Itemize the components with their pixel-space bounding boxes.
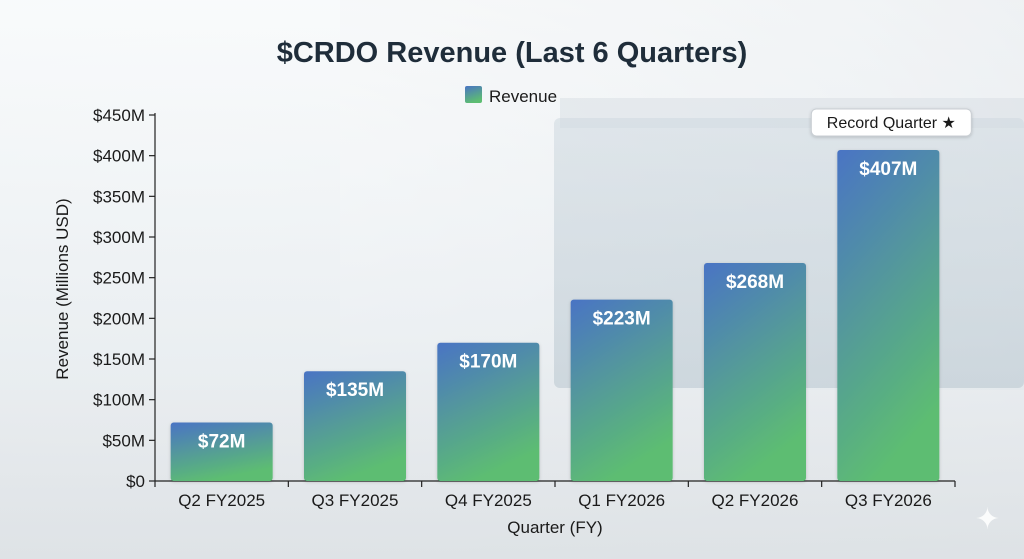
bar bbox=[437, 342, 540, 481]
y-tick-label: $150M bbox=[93, 350, 145, 369]
bar bbox=[170, 422, 273, 481]
y-tick-label: $450M bbox=[93, 106, 145, 125]
bar bbox=[704, 263, 806, 481]
x-tick-label: Q4 FY2025 bbox=[445, 491, 532, 510]
bar-data-label: $135M bbox=[326, 380, 384, 401]
x-tick-label: Q3 FY2025 bbox=[312, 491, 399, 510]
legend-swatch bbox=[465, 86, 482, 103]
x-tick-label: Q2 FY2026 bbox=[712, 491, 799, 510]
bar bbox=[570, 299, 673, 481]
x-axis: Q2 FY2025 Q3 FY2025 Q4 FY2025 Q1 FY2026 Q2 F… bbox=[154, 480, 956, 510]
sparkle-icon: ✦ bbox=[974, 503, 1000, 536]
y-tick-label: $100M bbox=[93, 391, 145, 410]
y-tick-label: $0 bbox=[126, 472, 145, 491]
y-axis: $0 $50M $100M $150M $200M $250M $300M $350M $400… bbox=[93, 106, 156, 491]
y-tick-label: $400M bbox=[93, 147, 145, 166]
y-tick-label: $250M bbox=[93, 269, 145, 288]
legend-label: Revenue bbox=[489, 87, 557, 106]
x-tick-label: Q3 FY2026 bbox=[845, 491, 932, 510]
y-tick-label: $50M bbox=[102, 431, 145, 450]
bar-data-label: $170M bbox=[459, 352, 517, 373]
bar-data-label: $72M bbox=[198, 431, 246, 452]
y-axis-title: Revenue (Millions USD) bbox=[53, 198, 72, 379]
y-tick-label: $300M bbox=[93, 228, 145, 247]
y-tick-label: $200M bbox=[93, 309, 145, 328]
record-quarter-annotation: Record Quarter ★ bbox=[810, 108, 972, 137]
bar bbox=[837, 149, 940, 481]
bars: $72M $135M $170M $223M $268M $407M bbox=[170, 149, 940, 481]
bar bbox=[304, 371, 406, 481]
chart-title: $CRDO Revenue (Last 6 Quarters) bbox=[277, 37, 748, 69]
x-axis-title: Quarter (FY) bbox=[507, 518, 602, 537]
background-window bbox=[0, 0, 340, 400]
bar-data-label: $407M bbox=[859, 159, 917, 180]
bar-data-label: $268M bbox=[726, 272, 784, 293]
x-tick-label: Q1 FY2026 bbox=[578, 491, 665, 510]
x-tick-label: Q2 FY2025 bbox=[178, 491, 265, 510]
legend: Revenue bbox=[465, 86, 557, 106]
annotation-box bbox=[810, 108, 972, 137]
y-tick-label: $350M bbox=[93, 187, 145, 206]
bar-data-label: $223M bbox=[593, 309, 651, 330]
annotation-text: Record Quarter ★ bbox=[827, 115, 956, 132]
